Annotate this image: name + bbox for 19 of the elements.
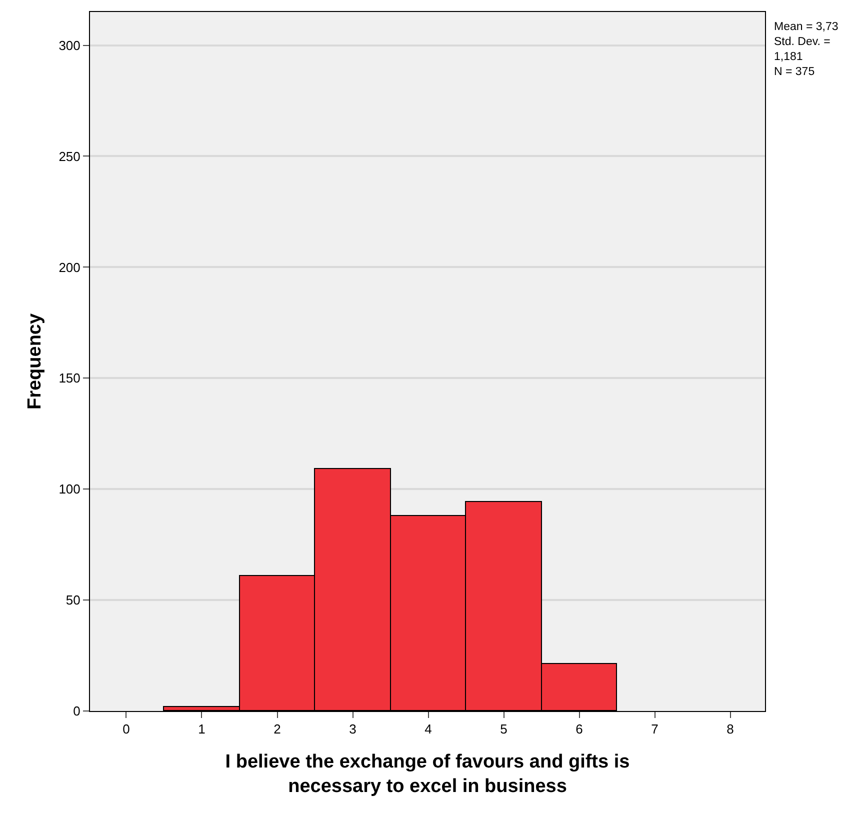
y-axis-title: Frequency [24,313,46,410]
y-tick-label: 250 [58,148,80,164]
y-tick-label: 150 [58,370,80,386]
x-tick-label: 4 [424,722,432,737]
y-tick-label: 300 [58,38,80,53]
text: Mean = 3,73 Std. Dev. = 1,181 N = 375 [774,21,838,78]
x-axis-title: I believe the exchange of favours and gifts is necessary to excel in business [225,751,630,798]
x-tick-label: 3 [349,722,356,737]
x-tick-label: 0 [122,722,130,737]
x-tick-label: 7 [651,722,658,737]
x-tick-label: 5 [500,722,508,737]
y-tick-label: 200 [58,260,80,275]
y-tick-label: 100 [58,482,80,497]
x-tick-label: 2 [274,722,281,737]
x-tick-label: 6 [576,722,583,737]
x-tick-label: 1 [198,722,206,737]
x-tick-label: 8 [726,722,734,737]
y-tick-label: 50 [66,592,80,608]
y-tick-label: 0 [73,704,80,719]
